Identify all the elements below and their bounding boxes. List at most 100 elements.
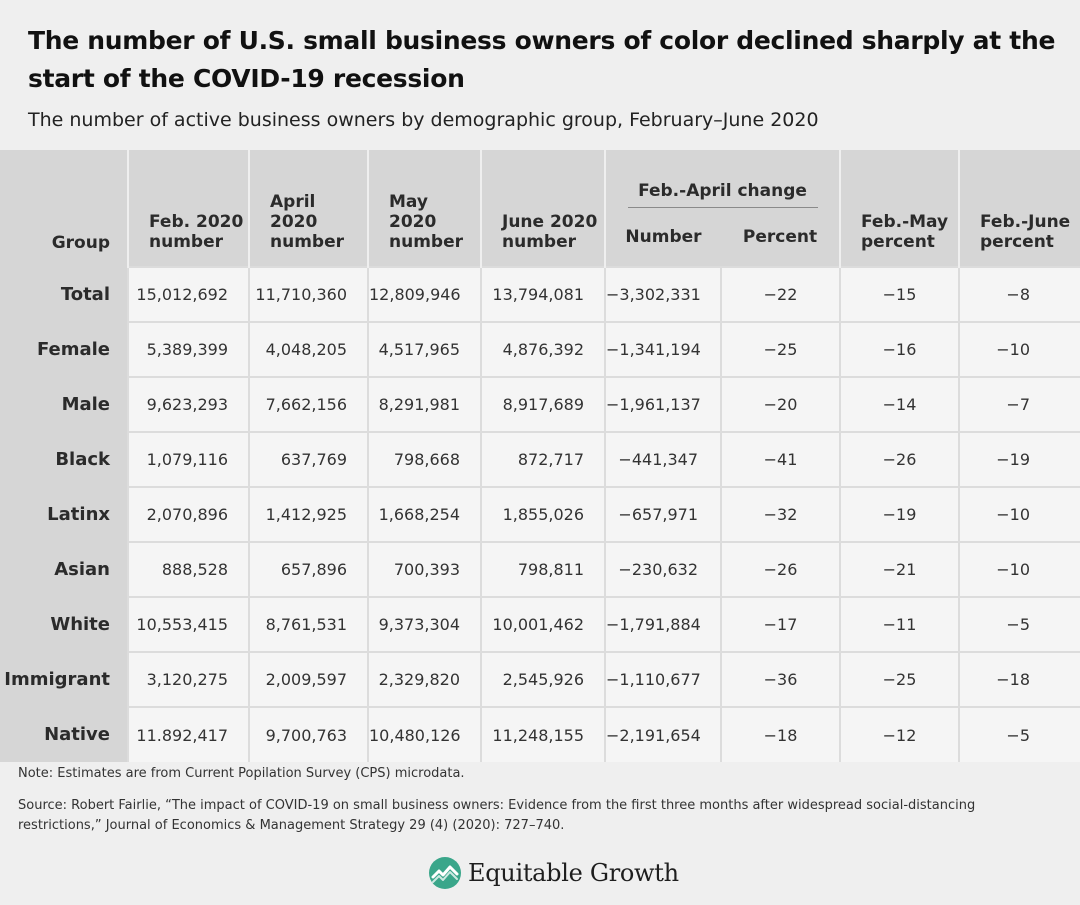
table-row: Native 11.892,417 9,700,763 10,480,126 11,24… — [0, 706, 1080, 762]
cell-group: Asian — [0, 542, 128, 597]
cell-feb-2020: 888,528 — [127, 541, 249, 597]
cell-group: Latinx — [0, 487, 128, 542]
table-row: Black 1,079,116 637,769 798,668 872,717 −441,… — [0, 431, 1080, 487]
cell-may-2020: 798,668 — [367, 431, 481, 487]
cell-change-percent: −20 — [720, 376, 840, 432]
cell-june-2020: 4,876,392 — [480, 321, 605, 377]
header-april-2020: April 2020 number — [248, 150, 368, 267]
cell-feb-2020: 5,389,399 — [127, 321, 249, 377]
cell-feb-may-percent: −16 — [839, 321, 959, 377]
cell-feb-2020: 2,070,896 — [127, 486, 249, 542]
cell-feb-june-percent: −10 — [958, 541, 1080, 597]
cell-feb-2020: 9,623,293 — [127, 376, 249, 432]
cell-june-2020: 1,855,026 — [480, 486, 605, 542]
header-change-number: Number — [604, 207, 721, 267]
table-row: Immigrant 3,120,275 2,009,597 2,329,820 2,54… — [0, 651, 1080, 707]
cell-april-2020: 9,700,763 — [248, 706, 368, 762]
cell-june-2020: 10,001,462 — [480, 596, 605, 652]
cell-group: Immigrant — [0, 652, 128, 707]
header-feb-april-change: Feb.-April change — [604, 150, 840, 208]
cell-april-2020: 2,009,597 — [248, 651, 368, 707]
cell-group: Total — [0, 267, 128, 322]
table-row: Female 5,389,399 4,048,205 4,517,965 4,876,3… — [0, 321, 1080, 377]
table-row: Male 9,623,293 7,662,156 8,291,981 8,917,689… — [0, 376, 1080, 432]
cell-group: Black — [0, 432, 128, 487]
table-row: Latinx 2,070,896 1,412,925 1,668,254 1,855,0… — [0, 486, 1080, 542]
logo-text: Equitable Growth — [468, 859, 679, 887]
cell-change-number: −2,191,654 — [604, 706, 721, 762]
header-june-2020: June 2020 number — [480, 150, 605, 267]
table-source: Source: Robert Fairlie, “The impact of C… — [18, 798, 976, 833]
cell-june-2020: 8,917,689 — [480, 376, 605, 432]
chart-subtitle: The number of active business owners by … — [28, 109, 819, 131]
header-feb-april-change-label: Feb.-April change — [627, 181, 818, 208]
cell-april-2020: 7,662,156 — [248, 376, 368, 432]
header-change-percent: Percent — [721, 207, 840, 267]
cell-change-percent: −26 — [720, 541, 840, 597]
cell-may-2020: 10,480,126 — [367, 706, 481, 762]
cell-change-percent: −41 — [720, 431, 840, 487]
equitable-growth-logo: Equitable Growth — [428, 856, 679, 890]
cell-june-2020: 798,811 — [480, 541, 605, 597]
cell-april-2020: 637,769 — [248, 431, 368, 487]
cell-change-number: −1,110,677 — [604, 651, 721, 707]
cell-feb-june-percent: −5 — [958, 706, 1080, 762]
cell-may-2020: 2,329,820 — [367, 651, 481, 707]
table-body: Total 15,012,692 11,710,360 12,809,946 13,79… — [0, 266, 1080, 762]
cell-change-percent: −32 — [720, 486, 840, 542]
cell-feb-june-percent: −10 — [958, 321, 1080, 377]
cell-feb-may-percent: −11 — [839, 596, 959, 652]
cell-change-percent: −36 — [720, 651, 840, 707]
equitable-growth-logo-icon — [429, 857, 461, 889]
cell-change-number: −1,961,137 — [604, 376, 721, 432]
cell-feb-june-percent: −10 — [958, 486, 1080, 542]
cell-feb-may-percent: −15 — [839, 266, 959, 322]
cell-change-percent: −18 — [720, 706, 840, 762]
cell-may-2020: 1,668,254 — [367, 486, 481, 542]
header-feb-june-percent: Feb.-June percent — [958, 150, 1080, 267]
cell-group: Female — [0, 322, 128, 377]
header-may-2020: May 2020 number — [367, 150, 481, 267]
table-row: Total 15,012,692 11,710,360 12,809,946 13,79… — [0, 266, 1080, 322]
header-feb-may-percent: Feb.-May percent — [839, 150, 959, 267]
cell-feb-may-percent: −14 — [839, 376, 959, 432]
cell-change-number: −1,791,884 — [604, 596, 721, 652]
cell-april-2020: 11,710,360 — [248, 266, 368, 322]
cell-change-percent: −25 — [720, 321, 840, 377]
cell-april-2020: 657,896 — [248, 541, 368, 597]
cell-change-number: −230,632 — [604, 541, 721, 597]
cell-feb-2020: 3,120,275 — [127, 651, 249, 707]
cell-june-2020: 2,545,926 — [480, 651, 605, 707]
cell-feb-june-percent: −19 — [958, 431, 1080, 487]
cell-may-2020: 12,809,946 — [367, 266, 481, 322]
cell-feb-may-percent: −19 — [839, 486, 959, 542]
cell-feb-may-percent: −25 — [839, 651, 959, 707]
cell-change-percent: −22 — [720, 266, 840, 322]
cell-group: Native — [0, 707, 128, 762]
cell-may-2020: 9,373,304 — [367, 596, 481, 652]
business-owners-table: Group Feb. 2020 number April 2020 number… — [0, 150, 1080, 762]
cell-april-2020: 8,761,531 — [248, 596, 368, 652]
cell-may-2020: 8,291,981 — [367, 376, 481, 432]
cell-feb-may-percent: −12 — [839, 706, 959, 762]
cell-change-percent: −17 — [720, 596, 840, 652]
cell-change-number: −657,971 — [604, 486, 721, 542]
cell-may-2020: 700,393 — [367, 541, 481, 597]
cell-june-2020: 13,794,081 — [480, 266, 605, 322]
table-row: Asian 888,528 657,896 700,393 798,811 −230,63… — [0, 541, 1080, 597]
cell-group: Male — [0, 377, 128, 432]
cell-may-2020: 4,517,965 — [367, 321, 481, 377]
table-header: Group Feb. 2020 number April 2020 number… — [0, 150, 1080, 267]
cell-april-2020: 4,048,205 — [248, 321, 368, 377]
cell-group: White — [0, 597, 128, 652]
chart-title: The number of U.S. small business owners… — [28, 26, 1056, 93]
cell-feb-2020: 10,553,415 — [127, 596, 249, 652]
cell-june-2020: 11,248,155 — [480, 706, 605, 762]
cell-june-2020: 872,717 — [480, 431, 605, 487]
cell-feb-may-percent: −26 — [839, 431, 959, 487]
cell-feb-may-percent: −21 — [839, 541, 959, 597]
cell-change-number: −3,302,331 — [604, 266, 721, 322]
cell-feb-june-percent: −8 — [958, 266, 1080, 322]
header-feb-2020: Feb. 2020 number — [127, 150, 249, 267]
cell-change-number: −1,341,194 — [604, 321, 721, 377]
